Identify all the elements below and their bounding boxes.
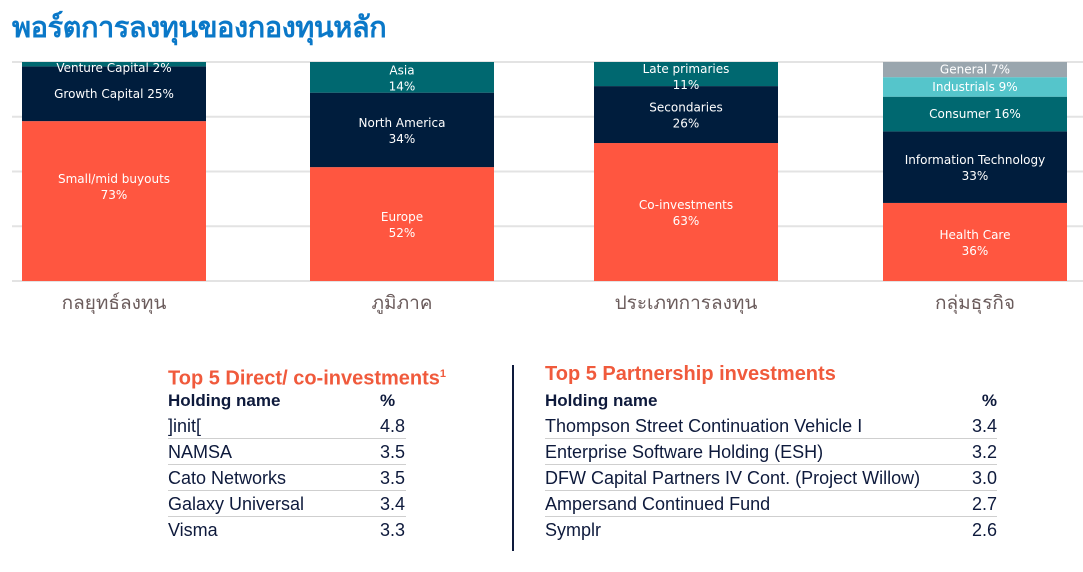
table-row: Visma 3.3 bbox=[168, 517, 406, 543]
segment-label: Secondaries bbox=[649, 101, 722, 115]
holding-pct: 4.8 bbox=[380, 416, 406, 436]
col-pct: % bbox=[981, 391, 997, 410]
table-row: Galaxy Universal 3.4 bbox=[168, 491, 406, 517]
holding-name: NAMSA bbox=[168, 442, 233, 462]
bar-segment-secondaries bbox=[594, 86, 778, 144]
holding-pct: 3.3 bbox=[380, 520, 406, 540]
table-row: Enterprise Software Holding (ESH) 3.2 bbox=[545, 439, 997, 465]
segment-value-label: 63% bbox=[673, 214, 700, 228]
bar-segment-industrials bbox=[883, 77, 1067, 97]
bar-segment-consumer bbox=[883, 96, 1067, 132]
segment-value-label: 11% bbox=[673, 78, 700, 92]
table-row: Symplr 2.6 bbox=[545, 517, 997, 543]
segment-label: Consumer 16% bbox=[929, 107, 1021, 121]
segment-value-label: 73% bbox=[101, 188, 128, 202]
top-partnership-investments-table: Top 5 Partnership investments Holding na… bbox=[545, 360, 997, 543]
table-row: Cato Networks 3.5 bbox=[168, 465, 406, 491]
table-title: Top 5 Direct/ co-investments1 bbox=[168, 360, 446, 390]
holding-name: Ampersand Continued Fund bbox=[545, 494, 771, 514]
table-row: Ampersand Continued Fund 2.7 bbox=[545, 491, 997, 517]
holding-name: Symplr bbox=[545, 520, 602, 540]
segment-value-label: 52% bbox=[389, 226, 416, 240]
segment-label: General 7% bbox=[940, 63, 1010, 77]
table-title-text: Top 5 Direct/ co-investments bbox=[168, 367, 440, 390]
table-header: Holding name% bbox=[545, 388, 997, 413]
bar-segment-europe bbox=[310, 167, 494, 281]
table-header: Holding name% bbox=[168, 388, 406, 413]
table-body: Thompson Street Continuation Vehicle I 3.… bbox=[545, 413, 997, 543]
segment-value-label: 33% bbox=[962, 169, 989, 183]
segment-label: Late primaries bbox=[643, 62, 730, 76]
holding-name: Thompson Street Continuation Vehicle I bbox=[545, 416, 863, 436]
segment-value-label: 34% bbox=[389, 132, 416, 146]
holding-name: Galaxy Universal bbox=[168, 494, 305, 514]
holding-pct: 3.4 bbox=[971, 416, 997, 436]
page-title: พอร์ตการลงทุนของกองทุนหลัก bbox=[12, 10, 387, 44]
category-label: ภูมิภาค bbox=[372, 292, 433, 314]
bar-segment-small-mid-buyouts bbox=[22, 121, 206, 281]
holding-pct: 3.4 bbox=[380, 494, 406, 514]
segment-label: Small/mid buyouts bbox=[58, 172, 170, 186]
bar-segment-information-technology bbox=[883, 131, 1067, 203]
holding-pct: 2.6 bbox=[971, 520, 997, 540]
holding-pct: 3.0 bbox=[971, 468, 997, 488]
bar-segment-asia bbox=[310, 62, 494, 93]
holding-name: Enterprise Software Holding (ESH) bbox=[545, 442, 824, 462]
bar-segment-health-care bbox=[883, 202, 1067, 281]
col-holding-name: Holding name bbox=[545, 391, 658, 410]
holding-pct: 3.5 bbox=[380, 442, 406, 462]
segment-label: Venture Capital 2% bbox=[56, 61, 171, 75]
col-holding-name: Holding name bbox=[168, 391, 281, 410]
table-title: Top 5 Partnership investments bbox=[545, 363, 836, 385]
segment-value-label: 14% bbox=[389, 79, 416, 93]
table-row: ]init[ 4.8 bbox=[168, 413, 406, 439]
table-row: NAMSA 3.5 bbox=[168, 439, 406, 465]
table-body: ]init[ 4.8 NAMSA 3.5 Cato Networks 3.5 Galaxy … bbox=[168, 413, 406, 543]
bar-segment-growth-capital bbox=[22, 66, 206, 122]
segment-value-label: 36% bbox=[962, 244, 989, 258]
stacked-bar-chart: Small/mid buyouts 73% Growth Capital 25% Ve… bbox=[12, 61, 1083, 315]
bar-segment-north-america bbox=[310, 92, 494, 168]
holding-name: ]init[ bbox=[168, 416, 202, 436]
segment-value-label: 26% bbox=[673, 117, 700, 131]
category-label: กลยุทธ์ลงทุน bbox=[62, 292, 167, 315]
segment-label: Information Technology bbox=[905, 153, 1046, 167]
segment-label: Health Care bbox=[939, 228, 1010, 242]
top-direct-investments-table: Top 5 Direct/ co-investments1 Holding na… bbox=[168, 360, 446, 543]
segment-label: Growth Capital 25% bbox=[54, 87, 174, 101]
segment-label: North America bbox=[359, 116, 446, 130]
bar-segment-co-investments bbox=[594, 143, 778, 281]
holding-pct: 2.7 bbox=[971, 494, 997, 514]
footnote-marker: 1 bbox=[439, 368, 447, 380]
holding-name: Visma bbox=[168, 520, 218, 540]
holding-name: DFW Capital Partners IV Cont. (Project W… bbox=[545, 468, 921, 488]
table-row: DFW Capital Partners IV Cont. (Project W… bbox=[545, 465, 997, 491]
col-pct: % bbox=[380, 391, 396, 410]
segment-label: Co-investments bbox=[639, 198, 733, 212]
divider bbox=[512, 365, 514, 551]
segment-label: Asia bbox=[389, 63, 414, 77]
holding-pct: 3.2 bbox=[971, 442, 997, 462]
category-label: กลุ่มธุรกิจ bbox=[935, 292, 1015, 315]
table-row: Thompson Street Continuation Vehicle I 3.… bbox=[545, 413, 997, 439]
segment-label: Industrials 9% bbox=[932, 80, 1017, 94]
bar-segment-venture-capital bbox=[22, 62, 206, 67]
holding-name: Cato Networks bbox=[168, 468, 287, 488]
category-label: ประเภทการลงทุน bbox=[615, 292, 758, 315]
bar-segment-general bbox=[883, 62, 1067, 78]
holding-pct: 3.5 bbox=[380, 468, 406, 488]
segment-label: Europe bbox=[381, 210, 423, 224]
bar-segment-late-primaries bbox=[594, 62, 778, 87]
